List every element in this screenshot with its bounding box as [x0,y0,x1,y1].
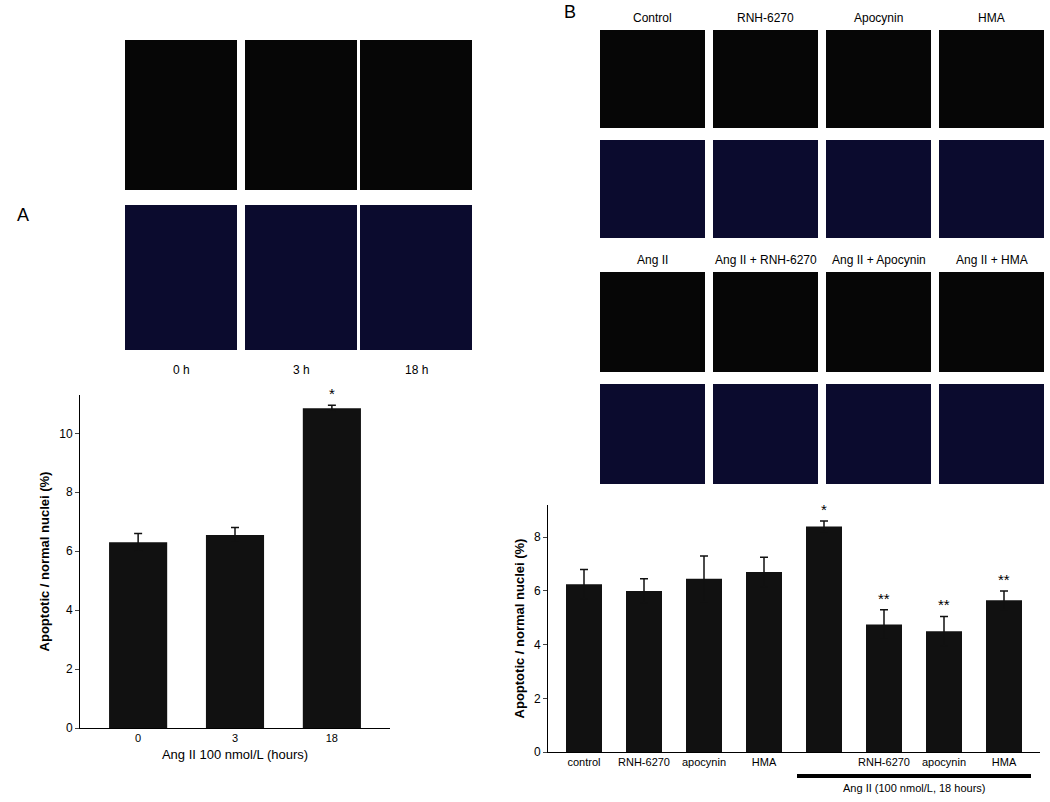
svg-text:Apoptotic / normal nuclei (%): Apoptotic / normal nuclei (%) [512,539,527,719]
svg-text:8: 8 [66,485,73,499]
svg-text:A: A [17,205,29,225]
svg-text:HMA: HMA [992,756,1017,768]
svg-text:*: * [821,501,827,518]
svg-text:2: 2 [66,662,73,676]
svg-text:Ang II 100 nmol/L (hours): Ang II 100 nmol/L (hours) [162,747,308,762]
svg-text:Apocynin: Apocynin [854,11,903,25]
svg-text:**: ** [998,571,1010,588]
svg-text:2: 2 [534,692,541,706]
svg-text:HMA: HMA [978,11,1005,25]
svg-text:Ang II + HMA: Ang II + HMA [956,253,1028,267]
svg-text:B: B [564,2,576,22]
svg-text:**: ** [938,596,950,613]
svg-text:Ang II + Apocynin: Ang II + Apocynin [832,253,926,267]
svg-text:**: ** [878,590,890,607]
svg-text:Apoptotic / normal nuclei (%): Apoptotic / normal nuclei (%) [37,472,52,652]
svg-text:RNH-6270: RNH-6270 [618,756,670,768]
svg-text:18 h: 18 h [405,363,428,377]
svg-text:4: 4 [534,638,541,652]
svg-text:Ang II: Ang II [637,253,668,267]
svg-text:*: * [329,385,335,402]
svg-text:0: 0 [66,721,73,735]
svg-text:3: 3 [232,732,238,744]
svg-text:0: 0 [534,745,541,759]
svg-text:0: 0 [135,732,141,744]
svg-text:Ang II (100 nmol/L, 18 hours): Ang II (100 nmol/L, 18 hours) [843,782,985,794]
svg-text:3 h: 3 h [293,363,310,377]
svg-text:6: 6 [534,584,541,598]
svg-text:control: control [567,756,600,768]
svg-text:apocynin: apocynin [922,756,966,768]
svg-text:apocynin: apocynin [682,756,726,768]
svg-text:RNH-6270: RNH-6270 [858,756,910,768]
svg-text:4: 4 [66,603,73,617]
svg-text:0 h: 0 h [173,363,190,377]
svg-text:RNH-6270: RNH-6270 [737,11,794,25]
svg-text:HMA: HMA [752,756,777,768]
svg-text:Ang II + RNH-6270: Ang II + RNH-6270 [715,253,817,267]
svg-text:10: 10 [59,427,73,441]
svg-text:Control: Control [633,11,672,25]
svg-text:6: 6 [66,544,73,558]
svg-text:8: 8 [534,530,541,544]
svg-text:18: 18 [326,732,338,744]
